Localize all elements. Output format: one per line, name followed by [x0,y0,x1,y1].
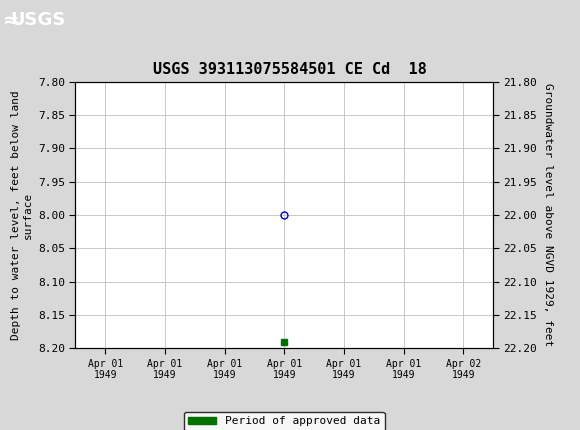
Y-axis label: Groundwater level above NGVD 1929, feet: Groundwater level above NGVD 1929, feet [543,83,553,347]
Y-axis label: Depth to water level, feet below land
surface: Depth to water level, feet below land su… [11,90,32,340]
Text: USGS: USGS [10,12,66,29]
Legend: Period of approved data: Period of approved data [184,412,385,430]
Text: USGS 393113075584501 CE Cd  18: USGS 393113075584501 CE Cd 18 [153,62,427,77]
Text: ≈: ≈ [3,11,19,30]
